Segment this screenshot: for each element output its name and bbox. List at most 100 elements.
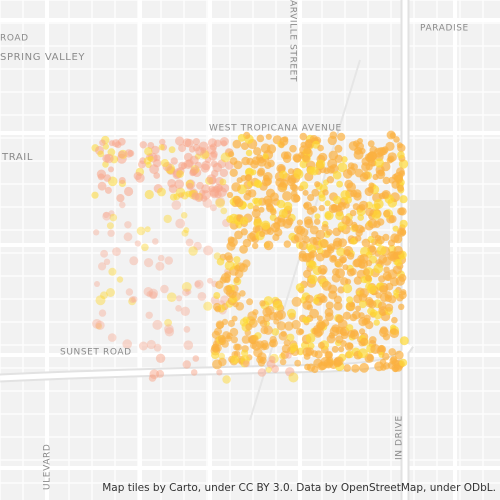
- place-label: PARADISE: [420, 24, 469, 34]
- point: [298, 151, 305, 159]
- point: [129, 296, 136, 303]
- points-layer: [91, 130, 409, 384]
- point: [326, 176, 335, 184]
- point: [215, 198, 225, 208]
- point: [183, 227, 190, 234]
- point: [311, 188, 320, 197]
- point: [190, 369, 198, 376]
- point: [339, 328, 347, 336]
- point: [361, 157, 371, 166]
- point: [293, 169, 304, 179]
- point: [123, 232, 133, 242]
- point: [257, 359, 266, 367]
- point: [291, 296, 302, 307]
- point: [389, 357, 397, 365]
- point: [176, 295, 183, 302]
- point: [342, 311, 351, 320]
- point: [246, 157, 254, 166]
- point: [340, 190, 351, 200]
- point: [258, 206, 265, 213]
- point: [228, 290, 237, 299]
- point: [392, 225, 399, 232]
- point: [305, 294, 314, 304]
- point: [164, 327, 175, 337]
- point: [260, 326, 269, 335]
- point: [306, 363, 316, 372]
- point: [190, 166, 199, 176]
- point: [359, 147, 366, 155]
- point: [178, 144, 187, 153]
- point: [208, 185, 216, 193]
- point: [155, 353, 166, 363]
- point: [117, 150, 126, 159]
- point: [379, 285, 388, 294]
- point: [355, 305, 362, 312]
- point: [378, 254, 388, 264]
- point: [360, 337, 369, 346]
- point: [210, 160, 218, 168]
- point: [209, 204, 217, 212]
- point: [266, 203, 274, 211]
- point: [263, 240, 274, 251]
- point: [284, 321, 294, 331]
- point: [377, 169, 385, 177]
- point: [335, 335, 344, 344]
- point: [283, 201, 293, 211]
- point: [282, 191, 292, 201]
- point: [305, 333, 316, 343]
- point: [93, 229, 100, 236]
- point: [333, 295, 342, 304]
- point: [353, 192, 362, 201]
- point: [338, 346, 345, 353]
- point: [370, 344, 381, 354]
- point: [228, 151, 235, 158]
- point: [247, 232, 256, 242]
- point: [247, 311, 258, 321]
- point: [280, 151, 289, 160]
- point: [270, 222, 281, 233]
- point: [144, 258, 154, 268]
- point: [103, 258, 111, 265]
- point: [253, 347, 263, 358]
- point: [346, 342, 354, 350]
- point: [276, 310, 287, 320]
- point: [148, 288, 159, 299]
- point: [212, 346, 220, 353]
- point: [116, 276, 124, 283]
- point: [337, 162, 348, 173]
- point: [359, 362, 369, 373]
- point: [146, 339, 156, 350]
- point: [143, 287, 153, 297]
- point: [164, 318, 173, 327]
- road-label: ULEVARD: [43, 444, 53, 490]
- point: [108, 267, 117, 276]
- point: [183, 340, 194, 351]
- point: [103, 211, 110, 219]
- point: [334, 154, 343, 163]
- point: [359, 253, 369, 264]
- point: [326, 229, 333, 236]
- point: [349, 268, 357, 276]
- point: [331, 345, 339, 353]
- point: [317, 341, 325, 349]
- point: [152, 238, 159, 245]
- point: [280, 330, 287, 337]
- point: [180, 306, 190, 316]
- point: [351, 224, 359, 232]
- point: [215, 196, 226, 207]
- point: [268, 355, 276, 363]
- point: [341, 156, 348, 163]
- point: [242, 316, 250, 324]
- point: [334, 356, 344, 367]
- point: [315, 252, 325, 262]
- point: [168, 146, 176, 154]
- point: [382, 352, 390, 361]
- point: [316, 159, 326, 169]
- point: [185, 288, 192, 295]
- point: [260, 340, 269, 349]
- point: [102, 211, 112, 221]
- point: [387, 155, 395, 163]
- point: [399, 229, 407, 236]
- point: [358, 317, 368, 327]
- point: [302, 154, 311, 163]
